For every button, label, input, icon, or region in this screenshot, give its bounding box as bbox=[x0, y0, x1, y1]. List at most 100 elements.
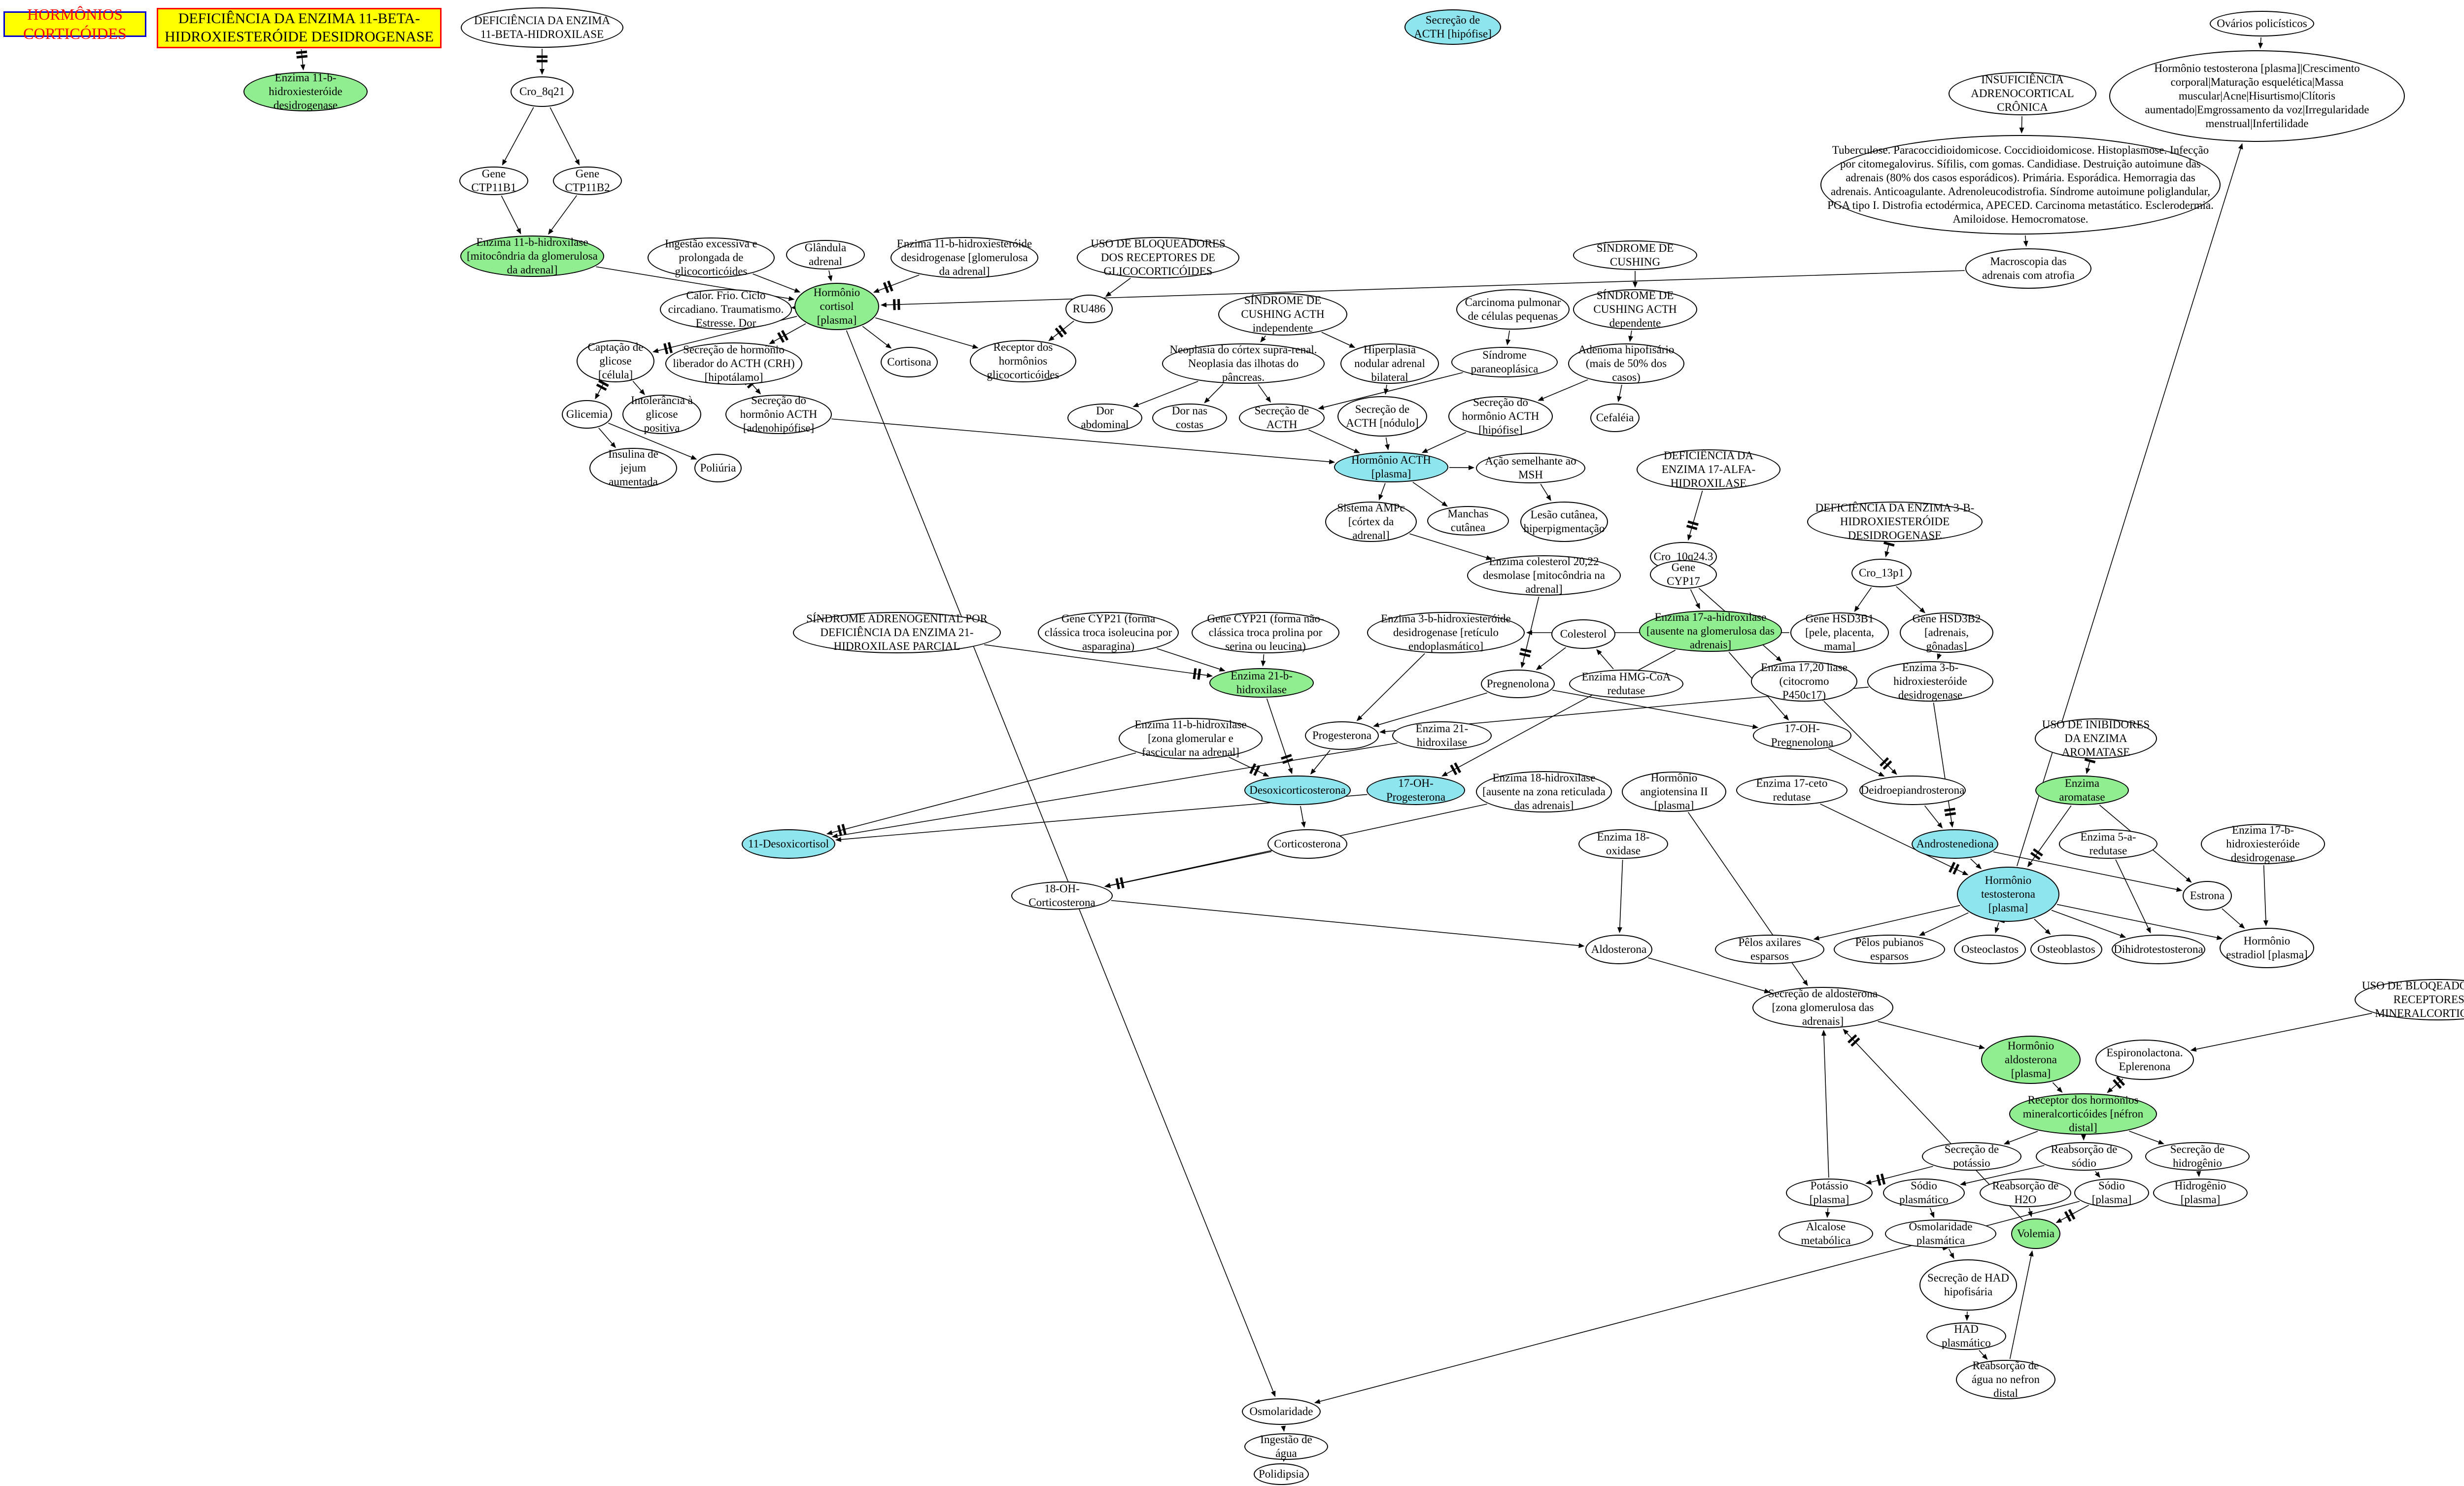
node-label: Alcalose metabólica bbox=[1801, 1220, 1851, 1247]
node-label: Dor nas costas bbox=[1171, 404, 1208, 431]
edge-n41-n45 bbox=[1540, 484, 1551, 501]
edge-n100-n105 bbox=[2094, 1171, 2100, 1178]
edge-n64-n69 bbox=[1229, 756, 1269, 777]
node-label: Secreção de aldosterona [zona glomerulos… bbox=[1768, 987, 1878, 1028]
node-n91: Hormônio testosterona [plasma]|Crescimen… bbox=[2109, 50, 2405, 142]
node-label: Enzima 11-b-hidroxilase [mitocôndria da … bbox=[467, 236, 598, 276]
inhibition-tick bbox=[1055, 327, 1064, 338]
node-n31: Hiperplasia nodular adrenal bilateral bbox=[1340, 343, 1439, 384]
node-label: Gene CTP11B2 bbox=[565, 167, 610, 194]
node-label: Enzima 11-b-hidroxiesteróide desidrogena… bbox=[269, 71, 342, 112]
node-label: Corticosterona bbox=[1274, 837, 1341, 850]
node-n101: Secreção de hidrogênio bbox=[2145, 1142, 2250, 1171]
edge-n11-n14 bbox=[873, 274, 920, 293]
inhibition-tick bbox=[663, 343, 669, 355]
node-label: Enzima aromatase bbox=[2059, 777, 2105, 803]
node-n65: Progesterona bbox=[1305, 721, 1379, 750]
edge-n85-n94 bbox=[1648, 957, 1771, 994]
edge-n30-n36 bbox=[1258, 384, 1271, 403]
node-label: Síndrome paraneoplásica bbox=[1471, 348, 1539, 375]
edge-n9-n14 bbox=[753, 273, 801, 293]
inhibition-tick bbox=[2113, 1079, 2122, 1089]
node-label: Secreção de potássio bbox=[1944, 1143, 1999, 1169]
node-label: Tuberculose. Paracoccidioidomicose. Cocc… bbox=[1827, 143, 2214, 226]
node-label: Lesão cutânea, hiperpigmentação bbox=[1523, 508, 1605, 535]
node-label: DEFICIÊNCIA DA ENZIMA 11-BETA-HIDROXILAS… bbox=[474, 14, 610, 40]
inhibition-tick bbox=[2064, 1211, 2072, 1222]
node-label: Enzima 5-a-redutase bbox=[2080, 830, 2136, 857]
node-n86: Pêlos axilares esparsos bbox=[1715, 935, 1824, 964]
edge-n117-n118 bbox=[2023, 235, 2028, 247]
node-n5: Cro_8q21 bbox=[511, 76, 574, 107]
inhibition-tick bbox=[2084, 758, 2096, 764]
node-label: Sódio [plasma] bbox=[2091, 1179, 2132, 1206]
inhibition-tick bbox=[1945, 812, 1956, 816]
node-n45: Lesão cutânea, hiperpigmentação bbox=[1520, 502, 1608, 542]
node-n32: Síndrome paraneoplásica bbox=[1451, 347, 1558, 377]
edge-n118-n14 bbox=[880, 270, 1965, 307]
node-n107: Alcalose metabólica bbox=[1779, 1219, 1873, 1248]
inhibition-tick bbox=[1880, 757, 1889, 767]
edge-n38-n40 bbox=[1421, 432, 1467, 453]
node-label: SÍNDROME DE CUSHING ACTH dependente bbox=[1593, 289, 1677, 330]
node-label: Secreção de hidrogênio bbox=[2170, 1143, 2225, 1169]
node-n85: Aldosterona bbox=[1585, 935, 1652, 964]
edge-n100-n103 bbox=[1960, 1165, 2045, 1186]
node-n87: Pêlos pubianos esparsos bbox=[1834, 935, 1945, 964]
node-n40: Hormônio ACTH [plasma] bbox=[1334, 452, 1448, 482]
node-label: 17-OH-Progesterona bbox=[1386, 777, 1446, 803]
node-n64: Enzima 11-b-hidroxilase [zona glomerular… bbox=[1119, 718, 1263, 759]
node-label: Enzima 17-ceto redutase bbox=[1756, 777, 1828, 803]
node-n30: Neoplasia do córtex supra-renal. Neoplas… bbox=[1162, 343, 1325, 384]
node-n36: Secreção de ACTH bbox=[1239, 404, 1325, 432]
node-n103: Sódio plasmático bbox=[1883, 1179, 1965, 1207]
node-n54: Enzima 3-b-hidroxiesteróide desidrogenas… bbox=[1367, 612, 1525, 653]
edge-n40-n43 bbox=[1378, 483, 1386, 501]
node-n48: Enzima colesterol 20,22 desmolase [mitoc… bbox=[1467, 555, 1621, 596]
inhibition-tick bbox=[2030, 851, 2041, 860]
node-label: Ingestão excessiva e prolongada de glico… bbox=[665, 237, 757, 278]
inhibition-tick bbox=[1253, 765, 1261, 776]
node-label: Deidroepiandrosterona bbox=[1860, 783, 1965, 796]
node-label: Enzima 18-hidroxilase [ausente na zona r… bbox=[1482, 771, 1606, 812]
edge-n104-n109 bbox=[2027, 1208, 2033, 1217]
node-label: Enzima 17-a-hidroxilase [ausente na glom… bbox=[1646, 610, 1775, 651]
node-n97: USO DE BLOQEADORES DOS RECEPTORES DE MIN… bbox=[2355, 979, 2464, 1020]
node-label: Polidipsia bbox=[1259, 1467, 1304, 1480]
inhibition-tick bbox=[887, 280, 893, 292]
edge-n61-n55 bbox=[1596, 649, 1614, 670]
node-n111: HAD plasmático bbox=[1926, 1322, 2006, 1350]
node-label: Adenoma hipofisário (mais de 50% dos cas… bbox=[1578, 343, 1675, 384]
node-label: Volemia bbox=[2017, 1227, 2055, 1240]
node-label: Secreção de ACTH [nódulo] bbox=[1346, 403, 1419, 429]
inhibition-tick bbox=[1058, 325, 1067, 335]
node-n4: Enzima 11-b-hidroxiesteróide desidrogena… bbox=[243, 71, 368, 112]
node-n70: 17-OH-Progesterona bbox=[1367, 776, 1465, 805]
node-label: Gene HSD3B2 [adrenais, gônadas] bbox=[1912, 612, 1981, 653]
node-n81: Enzima 17-b-hidroxiesteróide desidrogena… bbox=[2201, 824, 2325, 864]
inhibition-tick bbox=[1249, 763, 1257, 775]
edge-n67-n74 bbox=[1828, 748, 1885, 777]
node-label: Calor. Frio. Ciclo circadiano. Traumatis… bbox=[668, 289, 784, 330]
node-n98: Receptor dos hormônios mineralcorticóide… bbox=[2009, 1093, 2157, 1135]
node-label: Cro_13p1 bbox=[1859, 566, 1904, 579]
node-label: Enzima 21-b-hidroxilase bbox=[1231, 669, 1293, 696]
node-n117: Tuberculose. Paracoccidioidomicose. Cocc… bbox=[1820, 135, 2221, 235]
edge-n50-n58 bbox=[1896, 586, 1926, 613]
edge-n73-n83 bbox=[1820, 803, 1969, 876]
node-label: Cortisona bbox=[887, 355, 931, 368]
inhibition-tick bbox=[841, 824, 847, 835]
node-n44: Manchas cutânea bbox=[1427, 506, 1509, 536]
edge-n78-n85 bbox=[1617, 859, 1623, 934]
node-n50: Cro_13p1 bbox=[1851, 559, 1912, 587]
node-label: Hormônio angiotensina II [plasma] bbox=[1640, 771, 1708, 812]
node-label: USO DE BLOQUEADORES DOS RECEPTORES DE GL… bbox=[1091, 237, 1226, 278]
node-label: Receptor dos hormônios glicocorticóides bbox=[987, 340, 1060, 381]
node-n73: Enzima 17-ceto redutase bbox=[1736, 776, 1848, 805]
edge-n7-n8 bbox=[548, 195, 578, 235]
node-n12: USO DE BLOQUEADORES DOS RECEPTORES DE GL… bbox=[1077, 237, 1239, 278]
edge-n80-n92 bbox=[2115, 859, 2151, 934]
node-n116: INSUFICIÊNCIA ADRENOCORTICAL CRÔNICA bbox=[1949, 72, 2096, 115]
node-n27: Carcinoma pulmonar de células pequenas bbox=[1456, 289, 1570, 330]
edge-n83-n93 bbox=[2056, 904, 2223, 940]
